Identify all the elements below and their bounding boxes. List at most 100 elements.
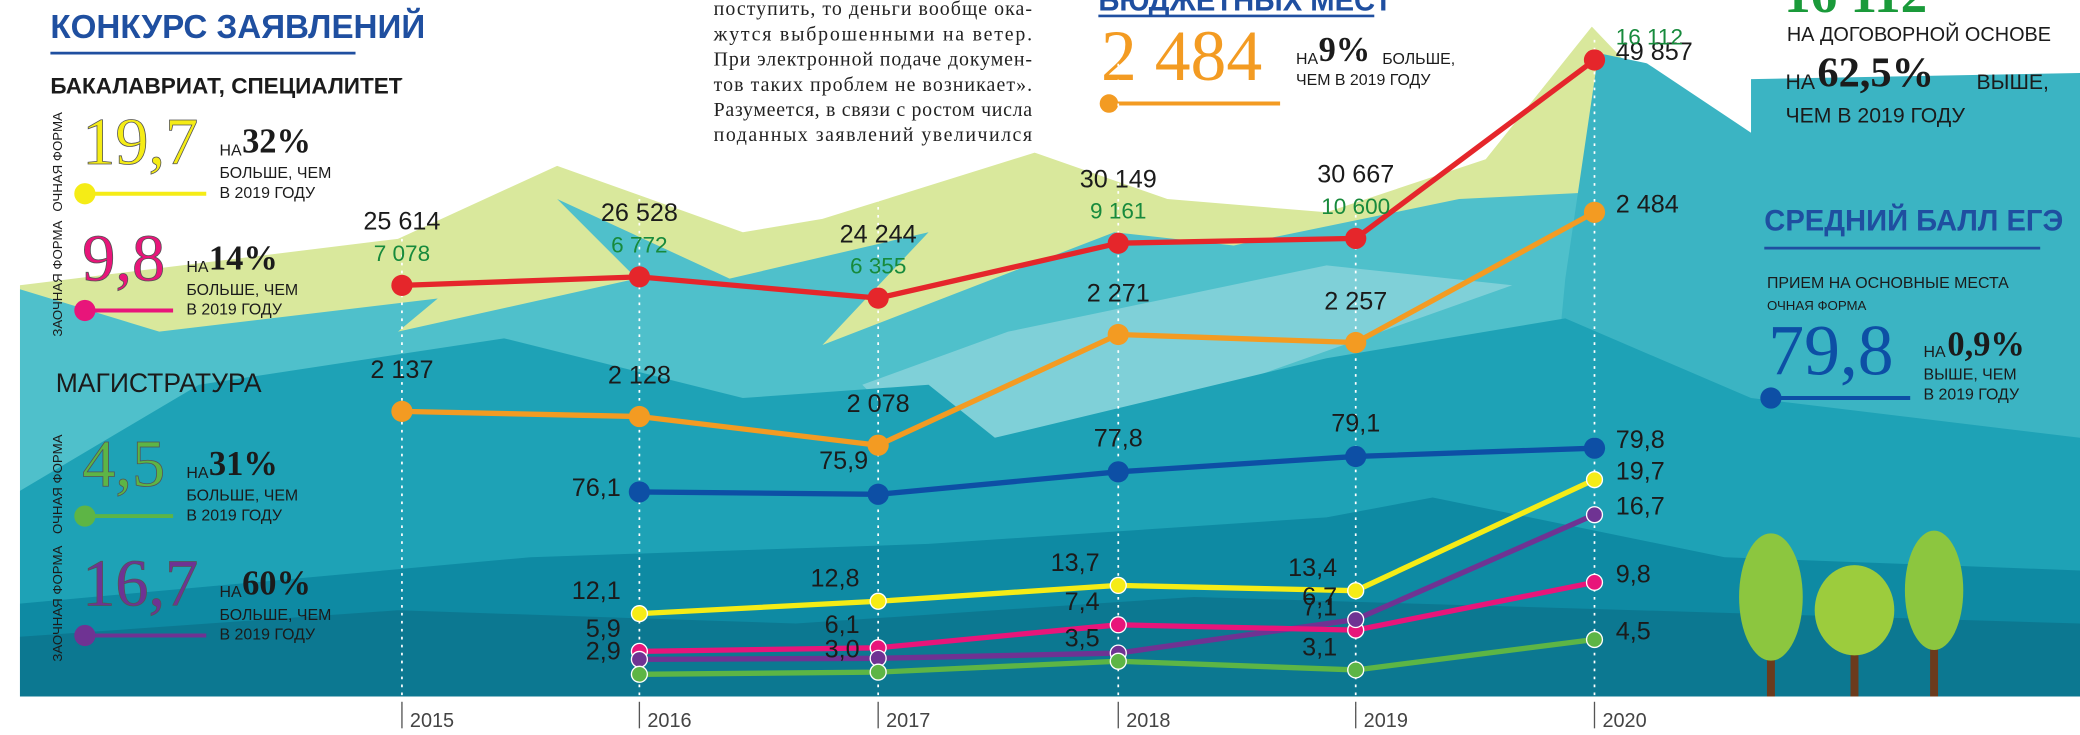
data-point bbox=[1583, 201, 1606, 223]
data-point bbox=[867, 483, 889, 505]
data-label: 13,7 bbox=[1051, 549, 1100, 577]
x-tick-label: 2019 bbox=[1364, 710, 1408, 732]
x-tick-label: 2017 bbox=[886, 710, 930, 732]
data-label: 5,9 bbox=[586, 615, 621, 643]
stat-value: 4,5 bbox=[82, 428, 165, 501]
article-line: При электронной подаче докумен- bbox=[714, 49, 1032, 71]
data-point bbox=[1345, 227, 1367, 250]
data-label: 2,9 bbox=[586, 638, 621, 666]
data-point bbox=[1585, 506, 1604, 524]
data-point bbox=[628, 481, 650, 503]
data-point bbox=[1107, 323, 1129, 346]
secondary-label: 6 772 bbox=[611, 232, 667, 257]
left-panel: КОНКУРС ЗАЯВЛЕНИЙ БАКАЛАВРИАТ, СПЕЦИАЛИТ… bbox=[50, 7, 425, 662]
contract-prefix: НА bbox=[1786, 71, 1816, 94]
data-label: 25 614 bbox=[363, 208, 440, 236]
article-line: поступить, то деньги вообще ока- bbox=[714, 0, 1032, 20]
x-tick-label: 2018 bbox=[1126, 710, 1170, 732]
data-label: 12,8 bbox=[811, 565, 860, 593]
contract-percent: 62,5% bbox=[1817, 50, 1934, 97]
data-point bbox=[867, 434, 889, 456]
data-point bbox=[1107, 461, 1129, 483]
data-point bbox=[869, 592, 887, 610]
data-label: 6,7 bbox=[1302, 583, 1337, 611]
stat-note: БОЛЬШЕ, ЧЕМ bbox=[186, 282, 298, 299]
data-label: 13,4 bbox=[1288, 554, 1337, 582]
article-line: тов таких проблем не возникает». bbox=[714, 74, 1032, 96]
budget-title: БЮДЖЕТНЫХ МЕСТ bbox=[1098, 0, 1392, 17]
budget-percent: 9% bbox=[1319, 31, 1371, 69]
data-label: 76,1 bbox=[572, 474, 621, 502]
data-point bbox=[1347, 582, 1365, 600]
ege-percent: 0,9% bbox=[1947, 326, 2025, 364]
x-tick-label: 2015 bbox=[410, 710, 454, 732]
ege-note: В 2019 ГОДУ bbox=[1923, 387, 2020, 404]
budget-note: ЧЕМ В 2019 ГОДУ bbox=[1296, 72, 1431, 89]
data-point bbox=[630, 650, 649, 668]
data-label: 19,7 bbox=[1616, 458, 1665, 486]
data-label: 79,1 bbox=[1331, 409, 1380, 437]
data-label: 24 244 bbox=[840, 220, 917, 248]
data-point bbox=[1345, 331, 1367, 354]
data-point bbox=[1109, 652, 1127, 670]
data-point bbox=[1583, 49, 1606, 71]
contract-value: 16 112 bbox=[1784, 0, 1927, 24]
budget-note: БОЛЬШЕ, bbox=[1382, 51, 1455, 68]
data-label: 3,1 bbox=[1302, 633, 1337, 661]
ege-panel: СРЕДНИЙ БАЛЛ ЕГЭ ПРИЕМ НА ОСНОВНЫЕ МЕСТА… bbox=[1760, 204, 2063, 409]
data-label: 2 484 bbox=[1616, 190, 1679, 218]
stat-note: В 2019 ГОДУ bbox=[186, 507, 283, 524]
stat-note: БОЛЬШЕ, ЧЕМ bbox=[220, 607, 332, 624]
data-label: 79,8 bbox=[1616, 426, 1665, 454]
budget-panel: БЮДЖЕТНЫХ МЕСТ 2 484 НА 9% БОЛЬШЕ, ЧЕМ В… bbox=[1098, 0, 1455, 113]
data-label: 26 528 bbox=[601, 199, 678, 227]
stat-value: 19,7 bbox=[82, 106, 198, 179]
budget-prefix: НА bbox=[1296, 51, 1318, 68]
data-label: 2 257 bbox=[1324, 287, 1387, 315]
data-point bbox=[1109, 576, 1127, 595]
data-label: 2 271 bbox=[1087, 279, 1150, 307]
stat-percent: 60% bbox=[242, 564, 311, 602]
stat-value: 9,8 bbox=[82, 223, 165, 296]
stat-prefix: НА bbox=[186, 259, 208, 276]
section-title: МАГИСТРАТУРА bbox=[56, 368, 262, 398]
stat-note: БОЛЬШЕ, ЧЕМ bbox=[186, 487, 298, 504]
ege-form: ОЧНАЯ ФОРМА bbox=[1767, 298, 1867, 313]
data-point bbox=[628, 266, 650, 288]
ege-note: ВЫШЕ, ЧЕМ bbox=[1923, 367, 2016, 384]
data-point bbox=[1585, 573, 1604, 591]
stat-percent: 31% bbox=[209, 445, 278, 483]
contract-note: ВЫШЕ, bbox=[1977, 71, 2049, 94]
stat-dot bbox=[74, 505, 96, 527]
data-point bbox=[1109, 616, 1127, 634]
stat-dot bbox=[74, 624, 96, 647]
stat-dot bbox=[74, 183, 96, 205]
trees bbox=[1739, 530, 1964, 697]
ege-value: 79,8 bbox=[1768, 312, 1893, 391]
stat-percent: 14% bbox=[209, 239, 278, 277]
contract-panel: 16 112 НА ДОГОВОРНОЙ ОСНОВЕ НА 62,5% ВЫШ… bbox=[1784, 0, 2051, 127]
series-line bbox=[401, 57, 1597, 301]
data-label: 75,9 bbox=[819, 447, 868, 475]
data-point bbox=[630, 604, 649, 623]
data-label: 3,0 bbox=[825, 636, 860, 664]
secondary-label: 16 112 bbox=[1616, 25, 1683, 50]
stat-note: БОЛЬШЕ, ЧЕМ bbox=[220, 165, 332, 182]
article-line: Разумеется, в связи с ростом числа bbox=[714, 99, 1033, 121]
budget-value: 2 484 bbox=[1101, 17, 1262, 96]
data-label: 7,1 bbox=[1302, 594, 1337, 622]
data-point bbox=[1345, 445, 1367, 468]
stat-note: В 2019 ГОДУ bbox=[186, 302, 283, 319]
series-line bbox=[401, 209, 1596, 448]
form-label: ОЧНАЯ ФОРМА bbox=[50, 112, 65, 212]
secondary-label: 7 078 bbox=[374, 241, 430, 266]
data-point bbox=[391, 400, 413, 422]
article-line: поданных заявлений увеличился bbox=[714, 124, 1032, 146]
data-point bbox=[1585, 470, 1604, 489]
data-point bbox=[628, 405, 650, 428]
article: поступить, то деньги вообще ока-жутся вы… bbox=[713, 0, 1033, 146]
secondary-label: 6 355 bbox=[850, 254, 906, 279]
ege-title: СРЕДНИЙ БАЛЛ ЕГЭ bbox=[1764, 204, 2063, 238]
data-point bbox=[869, 663, 887, 681]
